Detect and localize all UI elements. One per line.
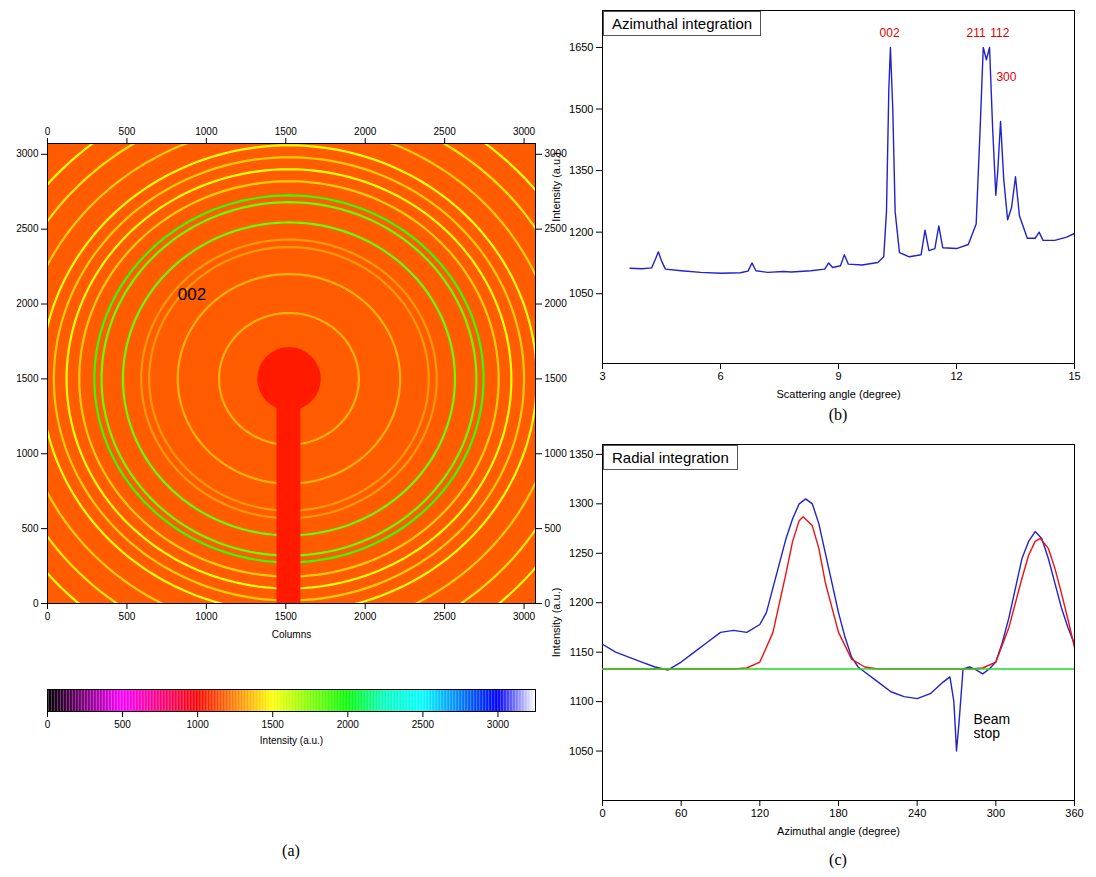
svg-text:500: 500 xyxy=(114,719,131,730)
svg-text:1000: 1000 xyxy=(187,719,210,730)
svg-text:500: 500 xyxy=(119,611,136,622)
svg-text:1300: 1300 xyxy=(569,497,593,509)
svg-text:1500: 1500 xyxy=(545,373,568,384)
svg-text:0: 0 xyxy=(45,719,51,730)
svg-text:Intensity (a.u.): Intensity (a.u.) xyxy=(550,152,562,222)
svg-text:1500: 1500 xyxy=(262,719,285,730)
svg-text:300: 300 xyxy=(987,807,1005,819)
svg-text:1200: 1200 xyxy=(569,596,593,608)
html-text:(c): (c) xyxy=(829,851,847,868)
svg-text:1350: 1350 xyxy=(569,164,593,176)
svg-text:2500: 2500 xyxy=(434,126,457,137)
svg-text:9: 9 xyxy=(835,370,841,382)
html-text:(b): (b) xyxy=(828,406,848,423)
svg-text:2000: 2000 xyxy=(354,611,377,622)
svg-text:1050: 1050 xyxy=(569,745,593,757)
svg-text:1350: 1350 xyxy=(569,448,593,460)
svg-text:002: 002 xyxy=(178,285,206,304)
svg-text:1500: 1500 xyxy=(569,103,593,115)
svg-text:1650: 1650 xyxy=(569,41,593,53)
svg-text:1000: 1000 xyxy=(195,611,218,622)
svg-text:3000: 3000 xyxy=(513,611,536,622)
svg-text:2000: 2000 xyxy=(545,298,568,309)
svg-text:15: 15 xyxy=(1068,370,1080,382)
svg-text:002: 002 xyxy=(880,26,900,40)
svg-text:0: 0 xyxy=(599,807,605,819)
svg-text:3000: 3000 xyxy=(513,126,536,137)
svg-text:60: 60 xyxy=(675,807,687,819)
svg-text:0: 0 xyxy=(544,597,551,609)
svg-text:1000: 1000 xyxy=(195,126,218,137)
html-text:(a): (a) xyxy=(282,842,300,859)
svg-text:2500: 2500 xyxy=(545,223,568,234)
html-text:Azimuthal integration: Azimuthal integration xyxy=(612,15,753,32)
svg-text:180: 180 xyxy=(829,807,847,819)
svg-text:360: 360 xyxy=(1065,807,1083,819)
svg-text:500: 500 xyxy=(119,126,136,137)
svg-text:Columns: Columns xyxy=(272,629,311,640)
svg-text:Intensity (a.u.): Intensity (a.u.) xyxy=(550,588,562,658)
svg-text:0: 0 xyxy=(45,611,51,622)
svg-text:2000: 2000 xyxy=(354,126,377,137)
svg-text:0: 0 xyxy=(45,126,51,137)
svg-text:1200: 1200 xyxy=(569,226,593,238)
svg-text:2500: 2500 xyxy=(434,611,457,622)
svg-text:211: 211 xyxy=(967,26,986,40)
svg-text:2500: 2500 xyxy=(16,223,39,234)
svg-text:3000: 3000 xyxy=(544,148,567,160)
svg-text:1500: 1500 xyxy=(275,126,298,137)
svg-text:120: 120 xyxy=(751,807,769,819)
svg-text:500: 500 xyxy=(22,523,39,534)
svg-text:1000: 1000 xyxy=(16,448,39,459)
svg-text:Azimuthal angle (degree): Azimuthal angle (degree) xyxy=(777,825,900,837)
svg-text:1000: 1000 xyxy=(545,448,568,459)
svg-text:2000: 2000 xyxy=(16,298,39,309)
svg-text:1150: 1150 xyxy=(570,646,594,658)
svg-text:Intensity (a.u.): Intensity (a.u.) xyxy=(260,735,323,746)
svg-text:240: 240 xyxy=(908,807,926,819)
svg-text:6: 6 xyxy=(717,370,723,382)
svg-text:3: 3 xyxy=(599,370,605,382)
svg-text:1500: 1500 xyxy=(16,373,39,384)
svg-text:500: 500 xyxy=(545,523,562,534)
svg-text:Beamstop: Beamstop xyxy=(974,711,1011,741)
svg-text:1500: 1500 xyxy=(275,611,298,622)
svg-text:2000: 2000 xyxy=(337,719,360,730)
svg-text:1250: 1250 xyxy=(569,547,593,559)
svg-text:3000: 3000 xyxy=(487,719,510,730)
svg-text:12: 12 xyxy=(950,370,962,382)
svg-text:0: 0 xyxy=(33,598,39,609)
svg-text:1050: 1050 xyxy=(569,287,593,299)
html-text:Radial integration: Radial integration xyxy=(612,449,729,466)
svg-text:2500: 2500 xyxy=(412,719,435,730)
svg-text:1100: 1100 xyxy=(570,695,594,707)
svg-text:300: 300 xyxy=(996,70,1016,84)
svg-text:Scattering angle (degree): Scattering angle (degree) xyxy=(776,388,900,400)
svg-text:112: 112 xyxy=(990,26,1009,40)
svg-text:3000: 3000 xyxy=(16,148,39,159)
